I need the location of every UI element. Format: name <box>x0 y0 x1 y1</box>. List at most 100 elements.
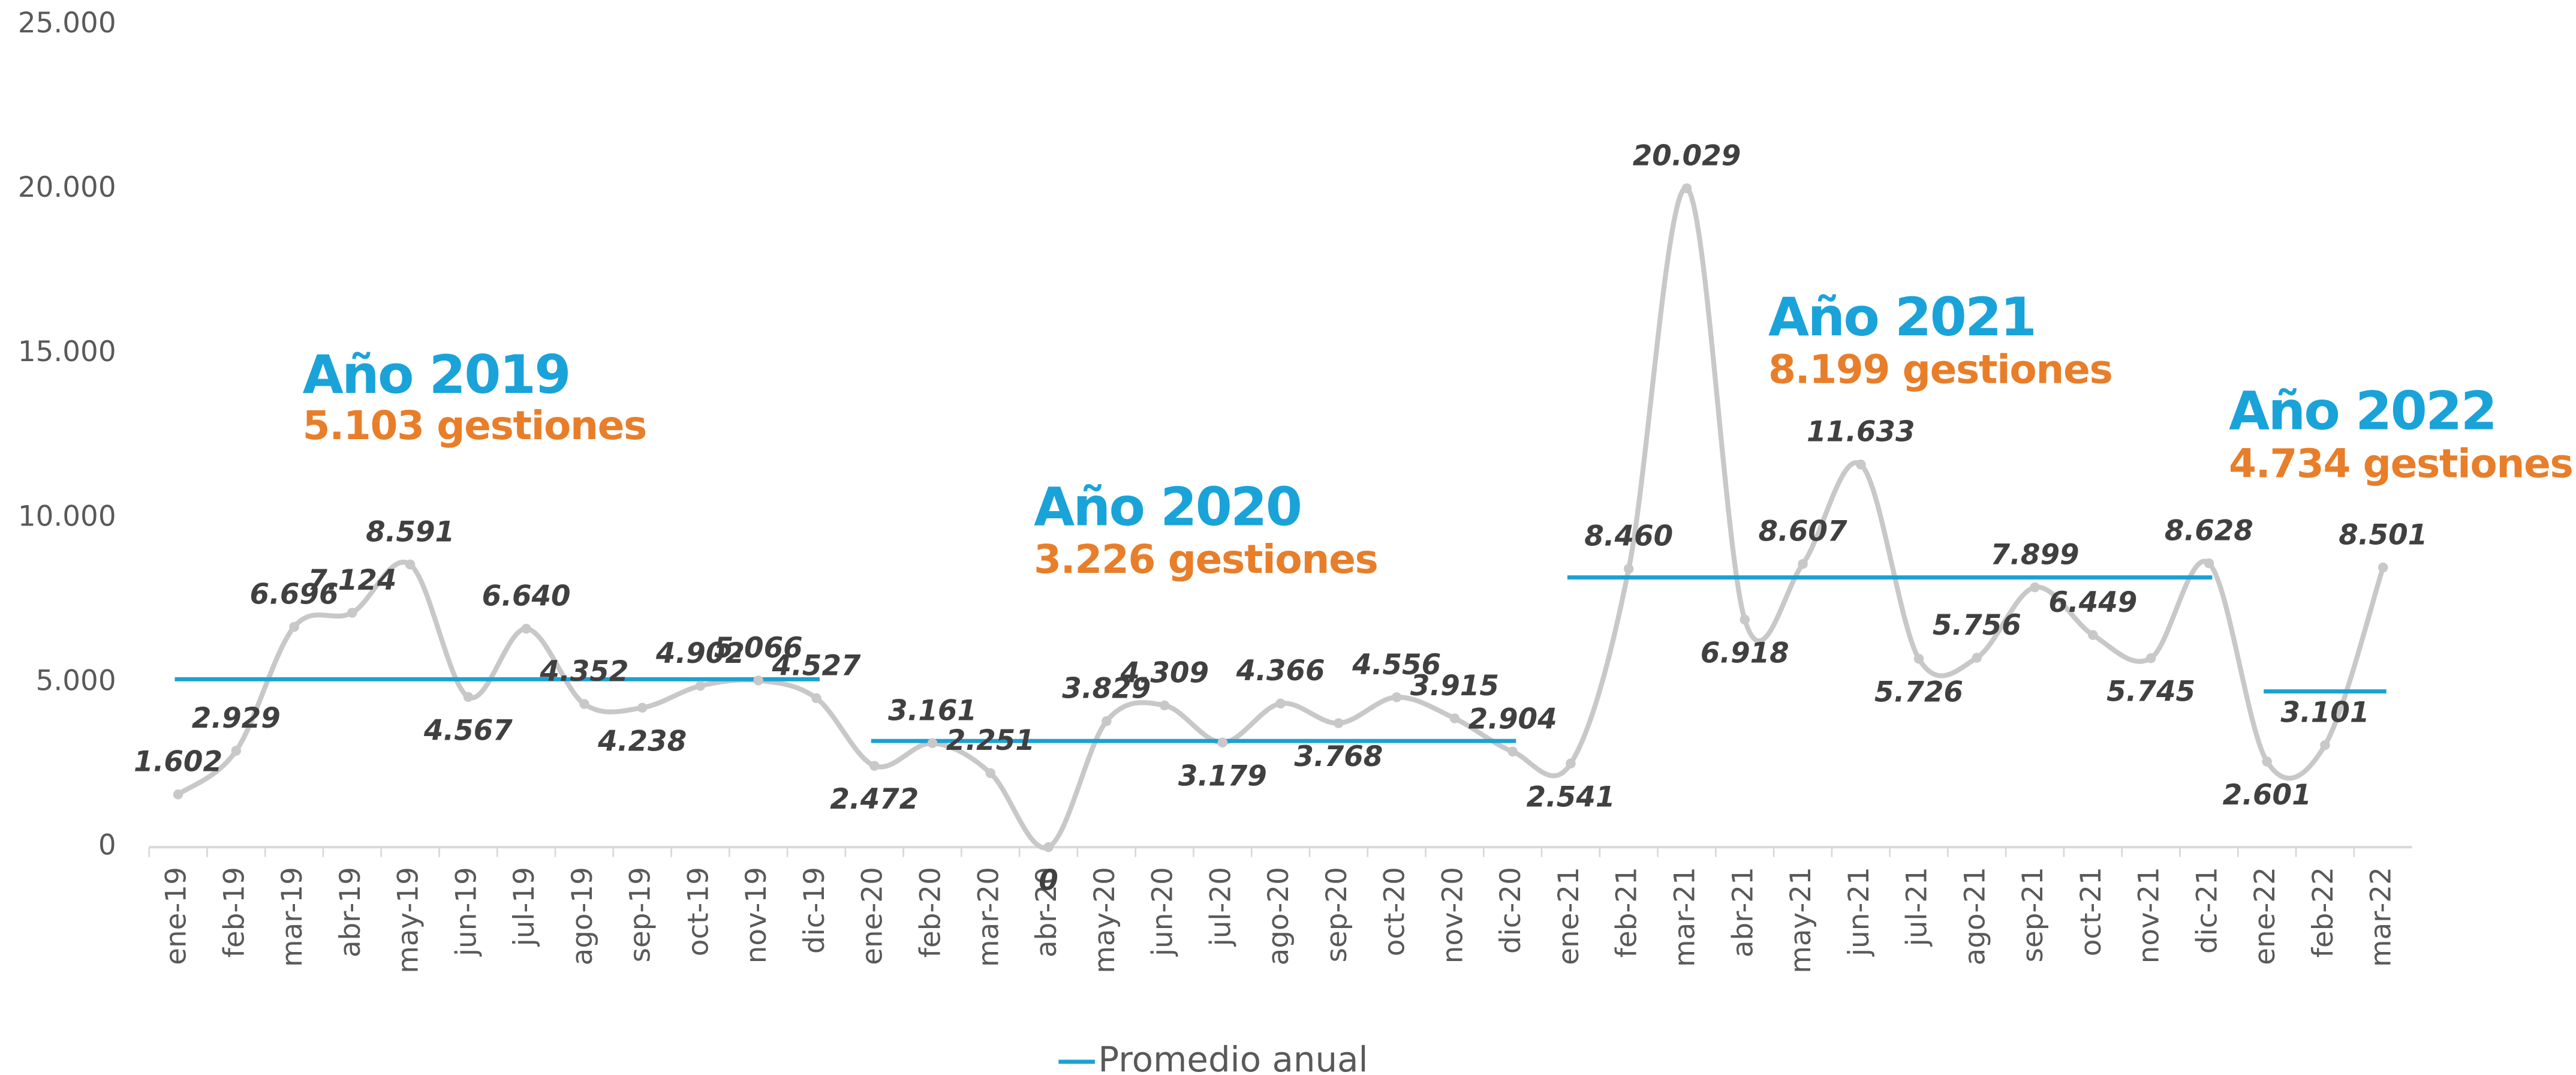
annotation-title: Año 2021 <box>1768 286 2035 348</box>
data-label: 4.309 <box>1120 657 1209 689</box>
x-tick-label: mar-20 <box>973 867 1005 967</box>
data-label: 0 <box>1039 865 1058 897</box>
data-point <box>1159 700 1170 711</box>
y-tick-label: 5.000 <box>36 665 116 697</box>
x-tick-label: mar-19 <box>276 867 309 967</box>
x-tick-label: ene-19 <box>161 867 193 965</box>
x-tick-label: may-19 <box>393 867 425 974</box>
data-point <box>985 768 996 778</box>
x-tick-label: feb-21 <box>1611 867 1644 957</box>
annotation-title: Año 2019 <box>303 344 570 406</box>
data-label: 5.745 <box>2106 676 2195 708</box>
data-point <box>1913 653 1924 664</box>
data-point <box>1740 614 1750 625</box>
x-tick-label: feb-20 <box>915 867 947 957</box>
data-point <box>753 675 763 686</box>
annotation-text: 4.734 gestiones <box>2229 441 2572 487</box>
data-label: 2.541 <box>1526 781 1615 813</box>
legend-label: Promedio anual <box>1098 1039 1368 1075</box>
data-label: 5.756 <box>1933 609 2021 642</box>
x-tick-label: abr-20 <box>1031 867 1063 957</box>
data-label: 8.591 <box>366 517 455 549</box>
x-tick-label: dic-19 <box>799 867 831 954</box>
x-tick-label: jul-19 <box>508 867 541 947</box>
x-tick-label: oct-19 <box>682 867 715 956</box>
data-point <box>463 692 474 702</box>
x-tick-label: dic-20 <box>1495 867 1527 954</box>
data-point <box>1217 737 1228 748</box>
data-point <box>1507 746 1518 757</box>
data-point <box>1275 698 1286 708</box>
data-point <box>2320 740 2330 750</box>
x-tick-label: abr-21 <box>1727 867 1759 957</box>
data-point <box>1681 183 1692 194</box>
data-label: 2.929 <box>192 702 281 735</box>
data-point <box>2378 562 2388 573</box>
data-point <box>811 693 821 704</box>
x-tick-label: jun-20 <box>1147 867 1179 957</box>
data-label: 2.251 <box>946 725 1035 757</box>
x-tick-label: ene-20 <box>857 867 889 965</box>
y-tick-label: 25.000 <box>18 7 116 40</box>
data-label: 2.601 <box>2223 779 2312 812</box>
data-point <box>289 621 299 632</box>
x-tick-label: ago-21 <box>1959 867 1991 965</box>
data-point <box>1566 758 1576 769</box>
data-label: 4.556 <box>1352 649 1441 681</box>
data-label: 3.915 <box>1410 670 1499 702</box>
data-label: 5.066 <box>714 632 803 665</box>
data-point <box>347 608 357 618</box>
data-point <box>2204 558 2214 569</box>
data-point <box>173 789 183 800</box>
data-point <box>521 623 531 634</box>
data-label: 3.161 <box>888 695 977 727</box>
data-point <box>1102 716 1112 726</box>
y-tick-label: 20.000 <box>18 172 116 204</box>
x-tick-label: ago-19 <box>567 867 599 965</box>
x-tick-label: sep-21 <box>2017 867 2050 962</box>
x-tick-label: may-21 <box>1785 867 1817 974</box>
data-point <box>1043 842 1054 852</box>
data-point <box>869 761 880 771</box>
data-point <box>2262 756 2272 767</box>
data-label: 5.726 <box>1874 677 1963 709</box>
data-point <box>695 681 706 691</box>
data-label: 3.101 <box>2280 697 2369 729</box>
data-label: 3.179 <box>1178 760 1267 792</box>
data-label: 20.029 <box>1633 140 1741 172</box>
x-tick-label: mar-22 <box>2366 867 2398 967</box>
x-tick-label: jun-19 <box>450 867 483 957</box>
data-label: 6.449 <box>2048 587 2137 619</box>
x-tick-label: feb-22 <box>2307 867 2340 957</box>
data-label: 8.607 <box>1759 516 1847 548</box>
x-tick-label: sep-20 <box>1321 867 1353 962</box>
y-tick-label: 10.000 <box>18 500 116 533</box>
annotation-text: 3.226 gestiones <box>1034 536 1377 582</box>
data-label: 4.567 <box>423 714 513 747</box>
annotation-text: 8.199 gestiones <box>1768 347 2112 393</box>
x-tick-label: mar-21 <box>1669 867 1701 967</box>
x-tick-label: ene-22 <box>2249 867 2282 965</box>
data-label: 4.352 <box>539 656 628 688</box>
x-tick-label: nov-21 <box>2133 867 2166 963</box>
x-tick-label: may-20 <box>1089 867 1121 974</box>
data-point <box>579 699 589 709</box>
data-label: 2.904 <box>1468 703 1557 735</box>
data-label: 11.633 <box>1807 416 1915 449</box>
x-tick-label: nov-19 <box>741 867 773 963</box>
data-point <box>405 559 416 570</box>
x-tick-label: nov-20 <box>1437 867 1469 963</box>
data-label: 3.829 <box>1062 673 1151 705</box>
data-label: 2.472 <box>830 783 919 816</box>
data-label: 7.899 <box>1991 539 2080 571</box>
data-point <box>1334 718 1344 728</box>
x-tick-label: dic-21 <box>2191 867 2223 954</box>
data-label: 8.460 <box>1584 521 1673 553</box>
x-tick-label: oct-20 <box>1379 867 1412 956</box>
data-label: 4.238 <box>597 725 687 758</box>
x-tick-label: sep-19 <box>625 867 657 962</box>
data-point <box>1391 692 1402 702</box>
x-tick-label: ene-21 <box>1553 867 1585 965</box>
data-point <box>927 738 938 749</box>
